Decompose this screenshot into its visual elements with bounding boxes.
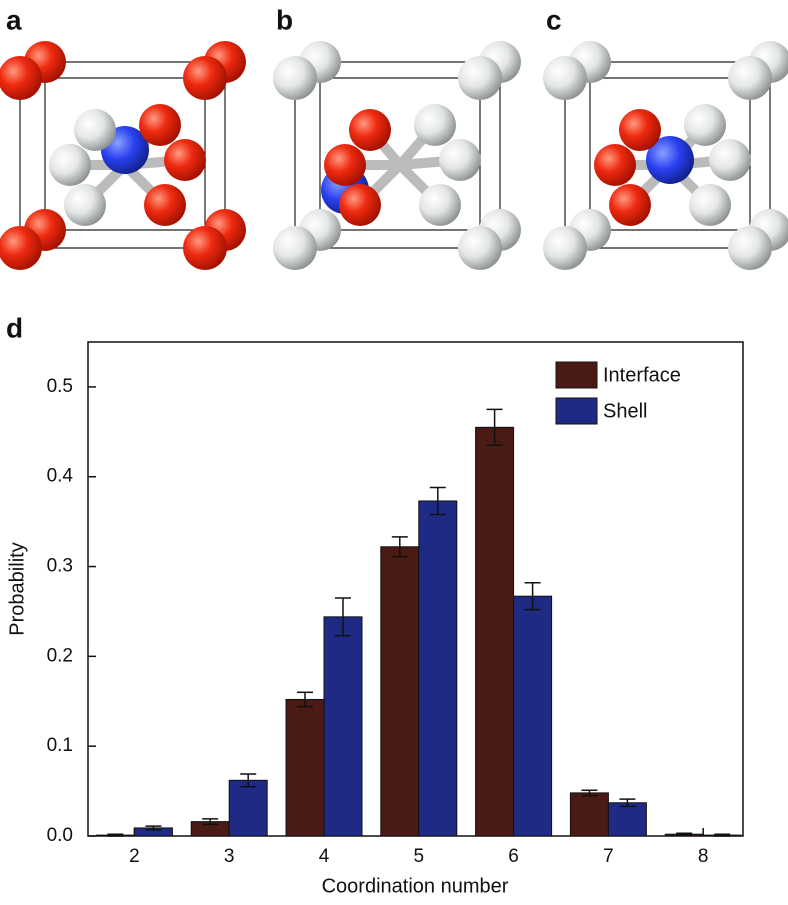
error-bar xyxy=(619,798,636,808)
atom xyxy=(164,139,206,181)
atom xyxy=(339,184,381,226)
atom xyxy=(419,184,461,226)
error-bar xyxy=(714,833,731,837)
x-tick-label: 6 xyxy=(508,846,519,867)
atom xyxy=(414,104,456,146)
atom xyxy=(183,56,227,100)
atom xyxy=(728,226,772,270)
error-bar xyxy=(486,408,503,447)
error-bar xyxy=(202,818,219,826)
atom xyxy=(728,56,772,100)
bar xyxy=(380,546,420,837)
x-tick-label: 8 xyxy=(698,846,709,867)
error-bar xyxy=(335,597,351,637)
x-tick-label: 3 xyxy=(224,846,235,867)
atom xyxy=(273,226,317,270)
panel-label: b xyxy=(276,4,293,35)
y-axis-label: Probability xyxy=(6,542,28,635)
error-bar xyxy=(145,825,162,831)
x-tick-label: 5 xyxy=(414,846,425,867)
bar xyxy=(475,426,515,837)
atom xyxy=(689,184,731,226)
x-axis-label: Coordination number xyxy=(322,875,509,897)
y-tick-label: 0.5 xyxy=(47,376,73,397)
panel-label: a xyxy=(6,4,22,35)
atom xyxy=(144,184,186,226)
atom xyxy=(49,144,91,186)
error-bar xyxy=(240,773,257,788)
atom xyxy=(543,56,587,100)
atom xyxy=(139,104,181,146)
x-tick-label: 4 xyxy=(319,846,330,867)
x-tick-label: 7 xyxy=(603,846,614,867)
atom xyxy=(594,144,636,186)
molecule-renderings xyxy=(0,41,788,270)
panel-label: c xyxy=(546,4,562,35)
error-bar xyxy=(676,832,693,836)
atom xyxy=(349,109,391,151)
atom xyxy=(273,56,317,100)
atom xyxy=(609,184,651,226)
atom xyxy=(684,104,726,146)
legend-label: Interface xyxy=(603,364,681,386)
atom xyxy=(458,226,502,270)
legend-label: Shell xyxy=(603,400,647,422)
error-bar xyxy=(297,691,313,708)
y-tick-label: 0.1 xyxy=(47,735,73,756)
atom xyxy=(439,139,481,181)
bar xyxy=(323,616,363,837)
legend-swatch xyxy=(555,397,598,425)
panel-label: d xyxy=(6,312,23,343)
error-bar xyxy=(107,833,124,837)
bar xyxy=(513,595,553,837)
bar xyxy=(569,792,609,837)
bar xyxy=(418,500,458,837)
atom xyxy=(0,56,42,100)
atom xyxy=(709,139,751,181)
atom xyxy=(64,184,106,226)
y-tick-label: 0.2 xyxy=(47,645,73,666)
atom xyxy=(458,56,502,100)
atom xyxy=(0,226,42,270)
y-tick-label: 0.0 xyxy=(47,825,73,846)
error-bar xyxy=(581,789,598,797)
x-tick-label: 2 xyxy=(129,846,140,867)
atom xyxy=(183,226,227,270)
y-tick-label: 0.4 xyxy=(47,466,74,487)
y-tick-label: 0.3 xyxy=(47,556,73,577)
atom xyxy=(619,109,661,151)
atom xyxy=(646,136,694,184)
bar xyxy=(228,779,268,837)
error-bar xyxy=(391,536,408,558)
atom xyxy=(324,144,366,186)
legend-swatch xyxy=(555,361,598,389)
bar xyxy=(607,802,647,837)
error-bar xyxy=(429,486,446,516)
bar xyxy=(285,698,325,837)
error-bar xyxy=(524,581,541,611)
atom xyxy=(543,226,587,270)
atom xyxy=(74,109,116,151)
